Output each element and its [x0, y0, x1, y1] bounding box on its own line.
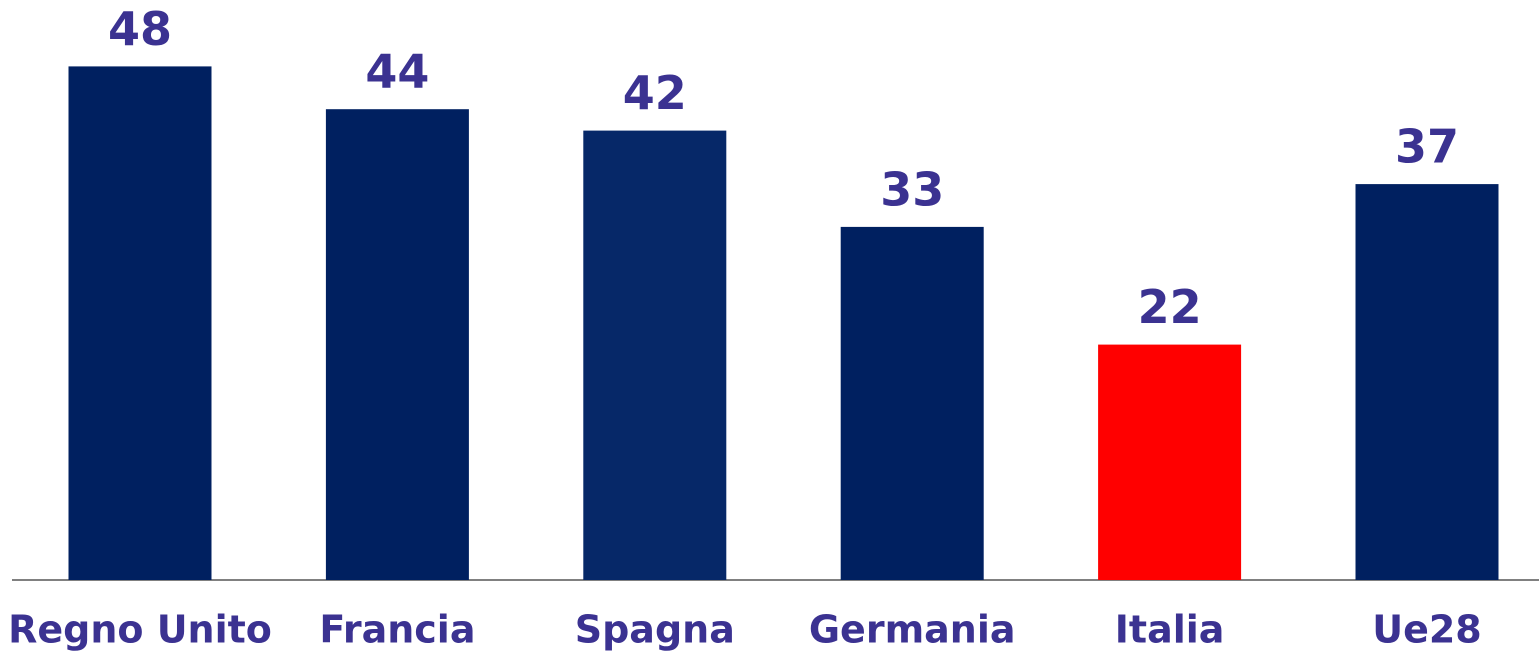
bar: [583, 130, 727, 580]
bar: [325, 109, 469, 580]
value-label: 22: [1138, 280, 1202, 334]
category-label: Spagna: [575, 608, 735, 652]
bar: [840, 226, 984, 580]
value-label: 42: [623, 66, 687, 120]
category-label: Italia: [1115, 608, 1225, 652]
value-label: 44: [365, 45, 429, 99]
value-label: 48: [108, 2, 172, 56]
value-label: 33: [880, 162, 944, 216]
category-label: Germania: [809, 608, 1016, 652]
bar: [1355, 184, 1499, 580]
bar: [68, 66, 212, 580]
category-label: Francia: [319, 608, 475, 652]
bar: [1098, 344, 1242, 580]
category-label: Ue28: [1372, 608, 1482, 652]
category-label: Regno Unito: [8, 608, 272, 652]
value-label: 37: [1395, 120, 1459, 174]
